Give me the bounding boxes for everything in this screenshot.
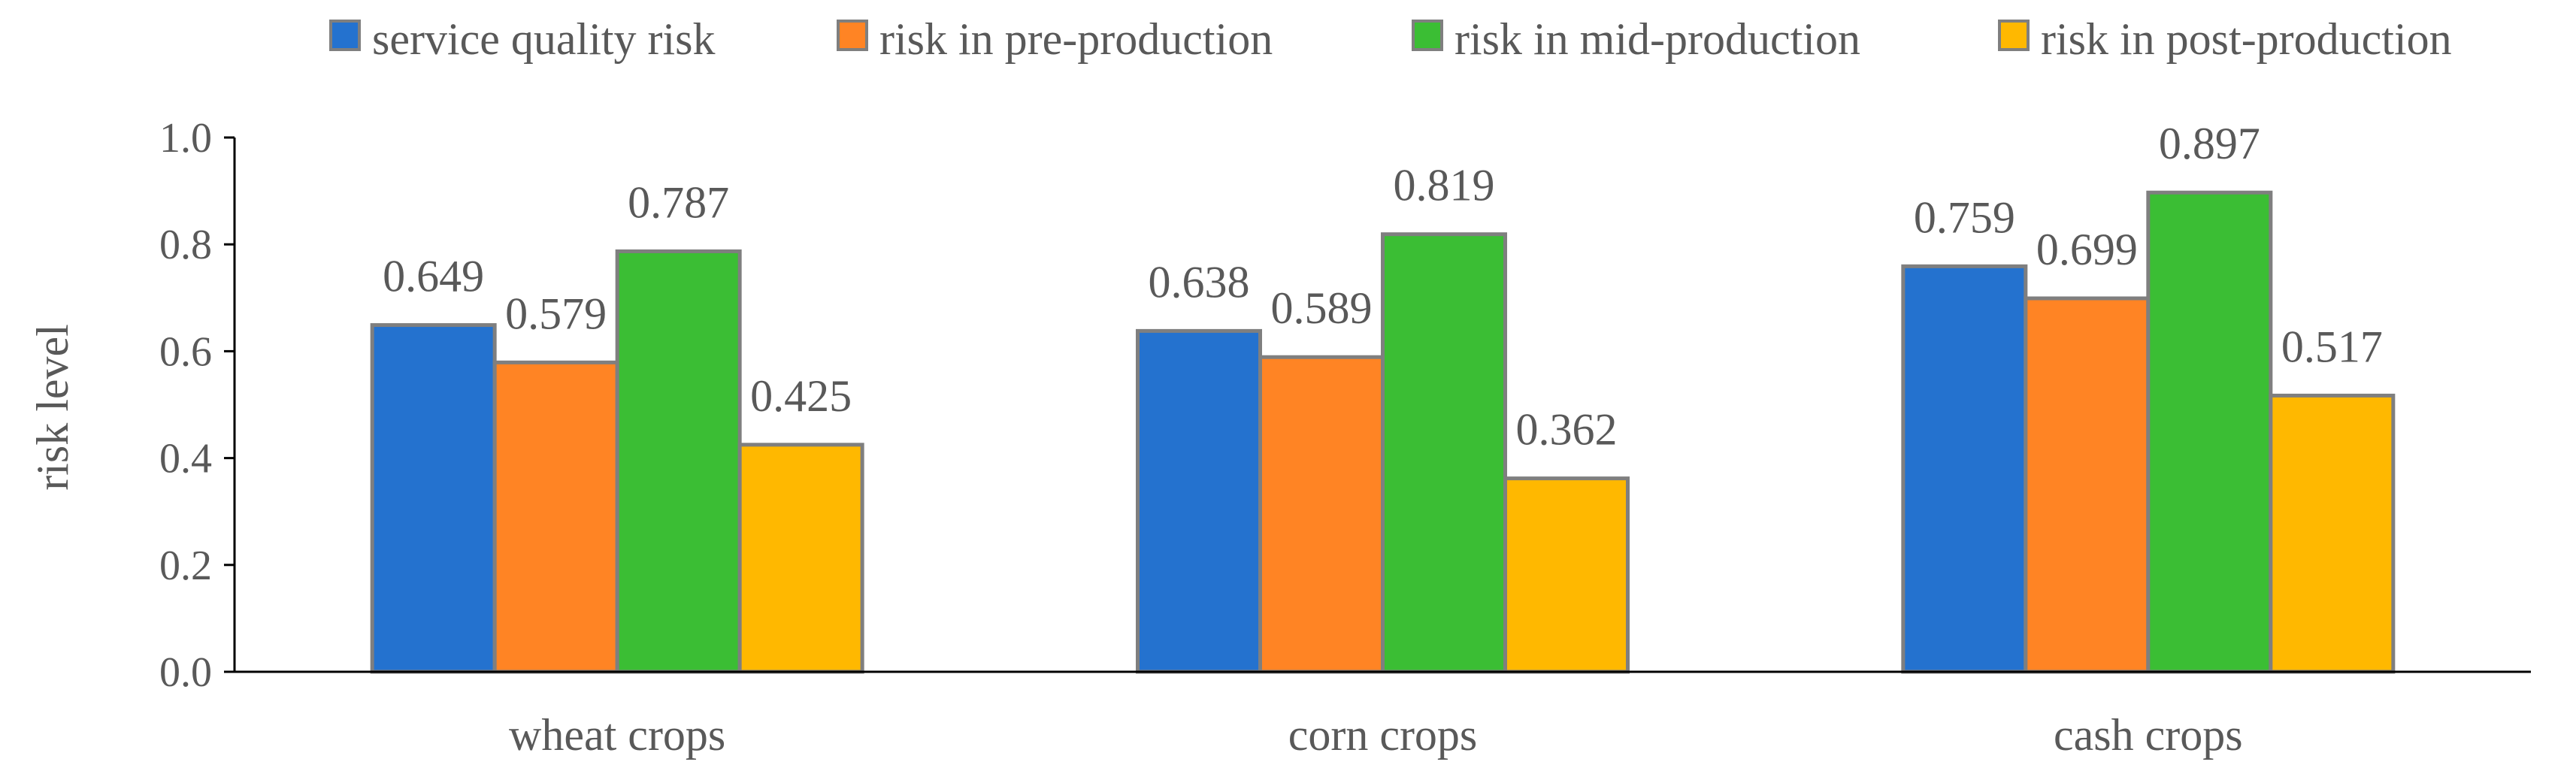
x-tick-label: cash crops <box>2054 710 2243 760</box>
bar <box>2269 393 2396 674</box>
bar <box>615 249 742 674</box>
data-label: 0.638 <box>1149 257 1250 307</box>
legend-label: service quality risk <box>372 14 716 64</box>
legend-swatch <box>1412 20 1443 51</box>
bars <box>370 190 2396 674</box>
y-axis-label: risk level <box>28 324 77 491</box>
bar <box>737 443 864 674</box>
data-label: 0.589 <box>1271 283 1373 333</box>
bar <box>1381 232 1507 674</box>
legend-label: risk in mid-production <box>1454 14 1860 64</box>
data-label: 0.649 <box>383 252 484 301</box>
data-label: 0.897 <box>2159 119 2260 168</box>
data-label: 0.579 <box>505 289 607 338</box>
data-label: 0.362 <box>1516 405 1618 455</box>
y-axis: 0.0 0.2 0.4 0.6 0.8 1.0 <box>159 115 236 696</box>
data-labels: 0.649 0.579 0.787 0.425 0.638 0.589 0.819 0.362… <box>383 119 2383 454</box>
y-tick-label: 0.2 <box>159 543 212 589</box>
bar <box>2146 190 2273 674</box>
y-tick-label: 0.8 <box>159 222 212 268</box>
x-tick-label: wheat crops <box>509 710 725 760</box>
y-tick-label: 0.0 <box>159 649 212 696</box>
bar <box>2024 296 2151 674</box>
legend: service quality risk risk in pre-producti… <box>329 14 2452 64</box>
bar <box>1258 355 1385 674</box>
data-label: 0.759 <box>1914 192 2015 242</box>
bar <box>1136 328 1262 674</box>
x-axis: wheat crops corn crops cash crops <box>235 670 2531 760</box>
y-tick-label: 0.6 <box>159 328 212 375</box>
data-label: 0.787 <box>628 177 729 227</box>
legend-swatch <box>1998 20 2030 51</box>
y-tick-label: 1.0 <box>159 115 212 162</box>
data-label: 0.699 <box>2036 225 2138 274</box>
data-label: 0.425 <box>750 371 852 421</box>
bar <box>1901 264 2028 674</box>
data-label: 0.517 <box>2281 322 2383 371</box>
bar <box>1503 476 1630 674</box>
data-label: 0.819 <box>1394 161 1495 210</box>
x-tick-label: corn crops <box>1288 710 1478 760</box>
bar <box>370 323 497 674</box>
bar <box>492 360 619 674</box>
legend-label: risk in pre-production <box>879 14 1273 64</box>
y-tick-label: 0.4 <box>159 436 212 482</box>
legend-label: risk in post-production <box>2041 14 2452 64</box>
legend-swatch <box>329 20 361 51</box>
legend-swatch <box>837 20 868 51</box>
